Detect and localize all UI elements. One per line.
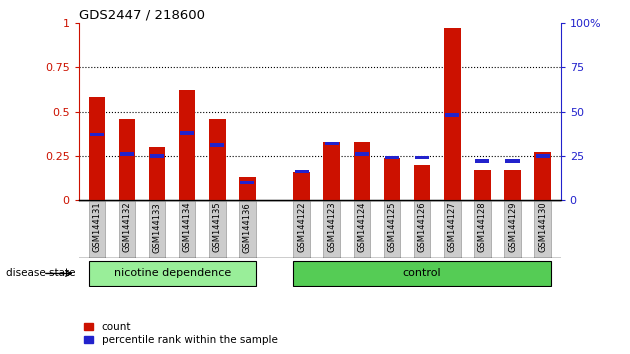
Text: control: control [403, 268, 442, 279]
Bar [504, 170, 521, 200]
Bar [444, 28, 461, 200]
Legend: count, percentile rank within the sample: count, percentile rank within the sample [84, 322, 278, 345]
Bar [353, 201, 370, 258]
Bar [118, 201, 135, 258]
Bar [476, 159, 490, 163]
Bar [534, 152, 551, 200]
Text: GSM144126: GSM144126 [418, 202, 427, 252]
Bar [323, 142, 340, 200]
Bar [149, 201, 165, 258]
Bar [414, 165, 430, 200]
Bar [294, 201, 310, 258]
Text: GSM144127: GSM144127 [448, 202, 457, 252]
Bar [355, 152, 369, 156]
Bar [504, 201, 521, 258]
Bar [445, 113, 459, 117]
Bar [239, 177, 256, 200]
Text: disease state: disease state [6, 268, 76, 279]
Bar [120, 152, 134, 156]
Text: GSM144129: GSM144129 [508, 202, 517, 252]
Bar [89, 97, 105, 200]
Bar [505, 159, 520, 163]
Bar [118, 119, 135, 200]
Text: GSM144132: GSM144132 [122, 202, 132, 252]
Bar [295, 170, 309, 173]
Bar [210, 143, 224, 147]
Bar [384, 158, 400, 200]
Bar [534, 201, 551, 258]
Bar [385, 156, 399, 159]
Text: nicotine dependence: nicotine dependence [113, 268, 231, 279]
Text: GSM144122: GSM144122 [297, 202, 306, 252]
Bar [474, 170, 491, 200]
Bar [414, 201, 430, 258]
Bar [415, 156, 429, 159]
Bar [89, 261, 256, 286]
Text: GSM144135: GSM144135 [213, 202, 222, 252]
Text: GSM144136: GSM144136 [243, 202, 252, 252]
Bar [179, 90, 195, 200]
Text: GSM144125: GSM144125 [387, 202, 396, 252]
Bar [294, 261, 551, 286]
Text: GSM144128: GSM144128 [478, 202, 487, 252]
Bar [444, 201, 461, 258]
Bar [179, 201, 195, 258]
Bar [150, 154, 164, 158]
Text: GSM144130: GSM144130 [538, 202, 547, 252]
Text: GSM144124: GSM144124 [357, 202, 367, 252]
Bar [384, 201, 400, 258]
Bar [209, 201, 226, 258]
Text: GDS2447 / 218600: GDS2447 / 218600 [79, 9, 205, 22]
Text: GSM144131: GSM144131 [93, 202, 101, 252]
Bar [241, 181, 255, 184]
Bar [536, 154, 549, 158]
Bar [324, 142, 339, 145]
Bar [209, 119, 226, 200]
Bar [474, 201, 491, 258]
Bar [353, 142, 370, 200]
Text: GSM144133: GSM144133 [152, 202, 161, 252]
Bar [90, 133, 104, 136]
Bar [180, 131, 194, 135]
Bar [294, 172, 310, 200]
Bar [323, 201, 340, 258]
Text: GSM144123: GSM144123 [327, 202, 336, 252]
Bar [239, 201, 256, 258]
Text: GSM144134: GSM144134 [183, 202, 192, 252]
Bar [149, 147, 165, 200]
Bar [89, 201, 105, 258]
